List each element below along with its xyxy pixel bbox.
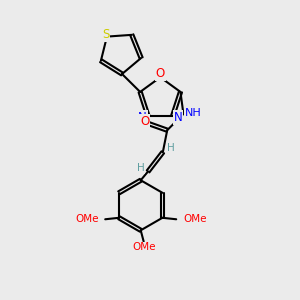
Text: N: N: [174, 111, 182, 124]
Text: OMe: OMe: [75, 214, 98, 224]
Text: H: H: [137, 164, 145, 173]
Text: O: O: [156, 67, 165, 80]
Text: OMe: OMe: [132, 242, 155, 252]
Text: NH: NH: [184, 107, 201, 118]
Text: S: S: [102, 28, 109, 41]
Text: H: H: [167, 143, 175, 153]
Text: O: O: [140, 115, 149, 128]
Text: OMe: OMe: [183, 214, 206, 224]
Text: N: N: [138, 111, 147, 124]
